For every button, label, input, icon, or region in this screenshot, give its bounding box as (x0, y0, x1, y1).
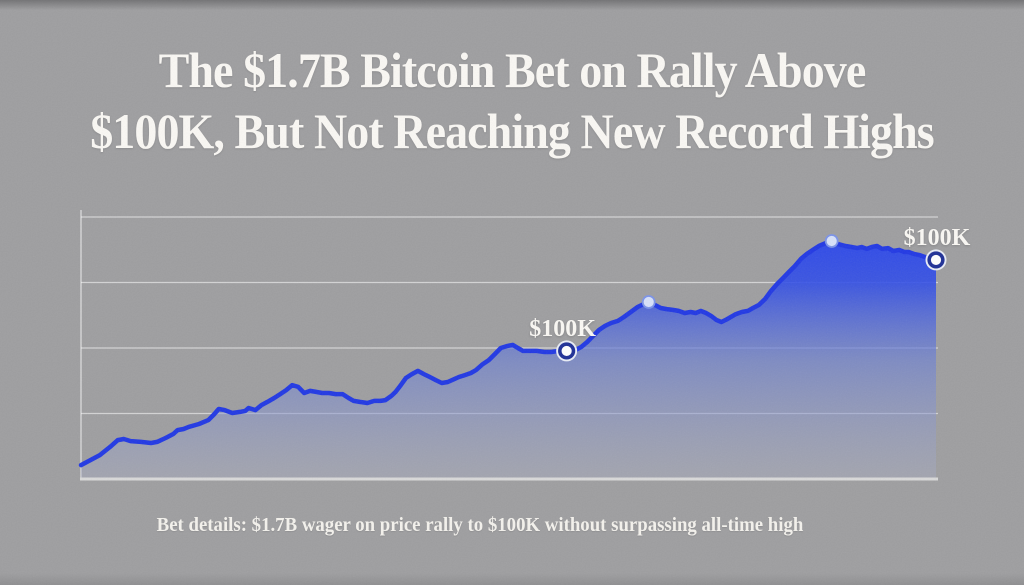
price-marker (561, 345, 572, 357)
caption: Bet details: $1.7B wager on price rally … (156, 514, 804, 536)
price-marker (930, 254, 942, 266)
price-marker-minor (824, 234, 839, 248)
headline-line-1: The $1.7B Bitcoin Bet on Rally Above (158, 42, 867, 98)
price-annotation-label: $100K (904, 225, 971, 251)
headline-line-2: $100K, But Not Reaching New Record Highs (90, 103, 934, 159)
price-annotation-label: $100K (529, 316, 596, 342)
price-marker-minor (641, 295, 656, 309)
price-area-fill (81, 241, 936, 478)
headline: The $1.7B Bitcoin Bet on Rally Above $10… (41, 40, 983, 162)
